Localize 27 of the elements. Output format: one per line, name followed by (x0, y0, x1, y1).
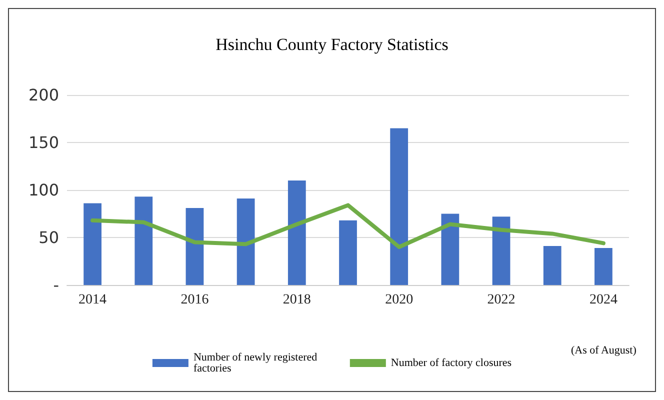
bar (134, 196, 153, 285)
y-tick-label: 200 (28, 86, 59, 104)
bar (492, 216, 510, 285)
y-tick-label: - (53, 276, 59, 294)
bar (186, 208, 204, 285)
y-tick-label: 50 (38, 228, 59, 247)
line-series (90, 203, 606, 249)
x-tick-label: 2024 (589, 292, 618, 308)
bar (390, 128, 408, 285)
x-tick-label: 2020 (385, 292, 414, 308)
bar (594, 248, 612, 285)
bar (84, 203, 102, 285)
x-tick-label: 2018 (282, 292, 311, 308)
bar (288, 180, 306, 285)
y-tick-label: 150 (28, 133, 59, 152)
chart-title: Hsinchu County Factory Statistics (216, 35, 448, 54)
x-tick-label: 2016 (180, 292, 209, 308)
legend-label: Number of newly registered factories (193, 352, 320, 374)
bar (236, 198, 255, 285)
bar (441, 214, 460, 285)
bar (543, 246, 562, 285)
legend-label: Number of factory closures (390, 357, 512, 369)
text: (As of August) (571, 344, 637, 356)
y-tick-label: 100 (28, 180, 59, 200)
x-tick-label: 2014 (78, 292, 107, 308)
bar (339, 220, 357, 285)
x-tick-label: 2022 (487, 292, 516, 308)
